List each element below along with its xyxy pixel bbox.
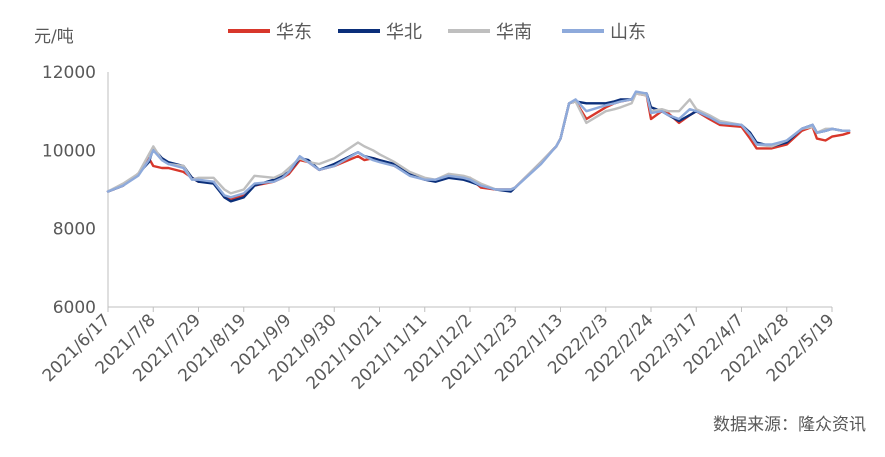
y-tick-label: 10000: [42, 141, 96, 161]
legend: 华东 华北 华南 山东: [228, 22, 646, 43]
legend-label: 华东: [276, 22, 312, 43]
y-tick-label: 8000: [53, 220, 96, 240]
y-axis-unit-label: 元/吨: [34, 27, 74, 47]
y-axis-tick-labels: 6000 8000 10000 12000: [42, 63, 96, 318]
x-axis-ticks: 2021/6/172021/7/82021/7/292021/8/192021/…: [39, 307, 839, 394]
y-tick-label: 12000: [42, 63, 96, 83]
legend-label: 山东: [610, 22, 646, 43]
source-note: 数据来源：隆众资讯: [713, 415, 866, 435]
y-tick-label: 6000: [53, 298, 96, 318]
series-line-2: [106, 92, 851, 195]
legend-label: 华北: [386, 22, 422, 43]
series-lines: [106, 90, 851, 203]
series-line-3: [106, 90, 851, 199]
legend-label: 华南: [496, 22, 532, 43]
